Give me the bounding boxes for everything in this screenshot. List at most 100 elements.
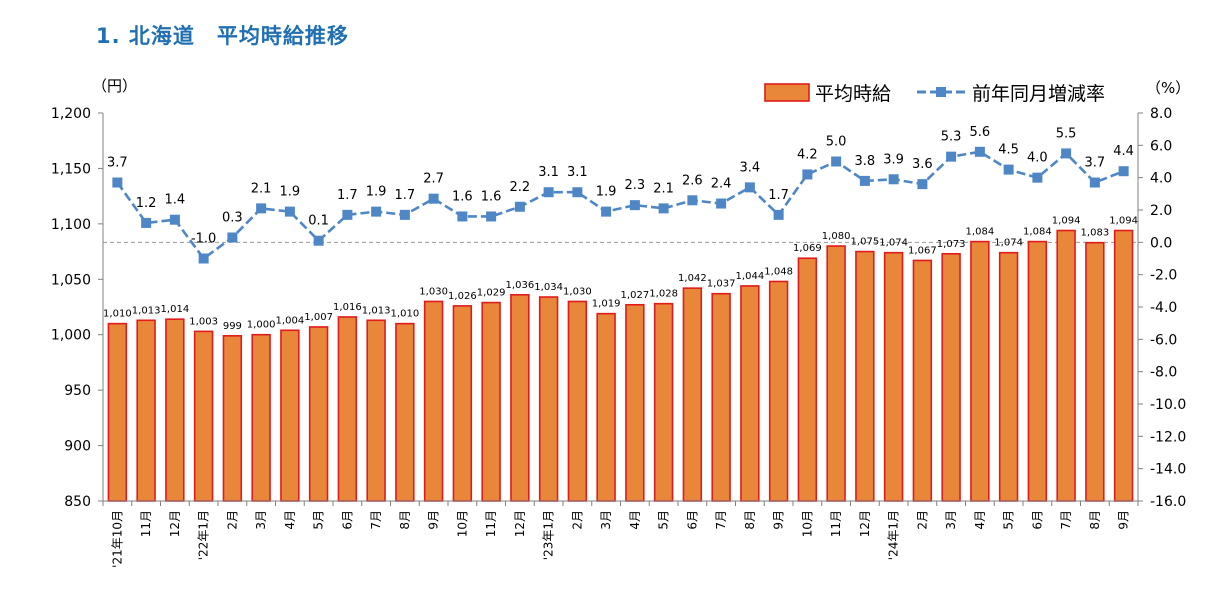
rate-label-9: 1.7 xyxy=(337,188,358,203)
right-tick-label: 2.0 xyxy=(1150,203,1172,219)
x-tick-label: 2月 xyxy=(570,510,584,530)
rate-label-5: 0.3 xyxy=(222,210,243,225)
x-tick-label: 9月 xyxy=(1117,510,1131,530)
bar-8 xyxy=(308,326,329,502)
rate-label-34: 5.5 xyxy=(1056,126,1077,141)
rate-label-15: 2.2 xyxy=(510,180,531,195)
bar-label-32: 1,074 xyxy=(994,238,1023,249)
bar-label-21: 1,042 xyxy=(678,273,707,284)
page-title: 1. 北海道 平均時給推移 xyxy=(96,24,349,48)
legend-bar-swatch xyxy=(764,83,810,102)
bar-label-30: 1,073 xyxy=(937,239,966,250)
left-tick-label: 1,200 xyxy=(51,106,91,122)
x-tick-label: 2月 xyxy=(225,510,239,530)
rate-label-28: 3.9 xyxy=(883,152,904,167)
bar-label-20: 1,028 xyxy=(649,289,678,300)
rate-point-26 xyxy=(831,156,842,167)
bar-label-2: 1,013 xyxy=(132,305,161,316)
bar-label-36: 1,094 xyxy=(1109,216,1138,227)
rate-label-12: 2.7 xyxy=(423,172,444,187)
bar-12 xyxy=(423,300,444,502)
x-tick-label: 6月 xyxy=(340,510,354,530)
bar-14 xyxy=(481,301,501,502)
bar-label-10: 1,013 xyxy=(362,305,391,316)
bar-11 xyxy=(395,322,415,502)
left-tick-label: 1,150 xyxy=(51,161,91,177)
bar-27 xyxy=(855,250,875,502)
left-tick-label: 1,100 xyxy=(51,217,91,233)
rate-label-33: 4.0 xyxy=(1027,151,1048,166)
bar-36 xyxy=(1113,229,1134,502)
bar-label-9: 1,016 xyxy=(333,302,362,313)
rate-label-35: 3.7 xyxy=(1085,156,1106,171)
rate-label-36: 4.4 xyxy=(1113,144,1134,159)
x-tick-label: 9月 xyxy=(427,510,441,530)
bar-28 xyxy=(883,251,904,502)
rate-label-13: 1.6 xyxy=(452,189,473,204)
bar-label-16: 1,034 xyxy=(534,282,563,293)
x-tick-label: 8月 xyxy=(743,510,757,530)
bar-17 xyxy=(567,300,588,502)
rate-point-19 xyxy=(629,200,640,211)
bar-10 xyxy=(366,319,386,502)
rate-point-17 xyxy=(572,187,583,198)
bar-23 xyxy=(740,285,760,502)
rate-point-25 xyxy=(802,169,813,180)
right-tick-label: -6.0 xyxy=(1150,332,1177,348)
x-tick-label: 7月 xyxy=(369,510,383,530)
x-tick-label: 3月 xyxy=(599,510,613,530)
rate-point-20 xyxy=(658,203,669,214)
left-tick-label: 1,050 xyxy=(51,272,91,288)
bar-label-18: 1,019 xyxy=(592,299,621,310)
bar-label-6: 1,000 xyxy=(247,320,276,331)
bar-5 xyxy=(222,335,243,502)
bar-label-35: 1,083 xyxy=(1081,228,1110,239)
rate-point-32 xyxy=(1003,164,1014,175)
bar-label-17: 1,030 xyxy=(563,286,592,297)
bar-label-14: 1,029 xyxy=(477,288,506,299)
bar-label-11: 1,010 xyxy=(391,309,420,320)
x-tick-label: 6月 xyxy=(1030,510,1044,530)
rate-point-3 xyxy=(169,214,180,225)
rate-point-4 xyxy=(198,253,209,264)
bar-4 xyxy=(193,330,214,502)
x-tick-label: '21年10月 xyxy=(110,510,124,568)
bar-label-13: 1,026 xyxy=(448,291,477,302)
rate-label-31: 5.6 xyxy=(970,125,991,140)
x-tick-label: 3月 xyxy=(254,510,268,530)
rate-point-36 xyxy=(1118,166,1129,177)
rate-point-28 xyxy=(888,174,899,185)
bar-7 xyxy=(280,329,300,502)
bar-label-26: 1,080 xyxy=(822,231,851,242)
bar-1 xyxy=(107,322,128,502)
rate-label-4: -1.0 xyxy=(191,232,216,247)
bar-label-8: 1,007 xyxy=(304,312,333,323)
rate-point-24 xyxy=(773,209,784,220)
bar-26 xyxy=(826,245,846,502)
bar-label-34: 1,094 xyxy=(1052,216,1081,227)
x-tick-label: 12月 xyxy=(513,510,527,537)
bar-29 xyxy=(912,259,933,502)
bar-20 xyxy=(653,302,674,502)
rate-label-8: 0.1 xyxy=(308,214,329,229)
bar-2 xyxy=(136,319,156,502)
x-tick-label: 5月 xyxy=(1002,510,1016,530)
legend-bar-label: 平均時給 xyxy=(815,83,891,105)
rate-label-19: 2.3 xyxy=(625,178,646,193)
rate-label-30: 5.3 xyxy=(941,130,962,145)
x-tick-label: 4月 xyxy=(628,510,642,530)
rate-point-12 xyxy=(428,193,439,204)
x-tick-label: 3月 xyxy=(944,510,958,530)
bar-label-5: 999 xyxy=(223,321,242,332)
left-tick-label: 950 xyxy=(64,383,91,399)
bar-label-4: 1,003 xyxy=(189,316,218,327)
bar-18 xyxy=(596,312,616,502)
rate-label-25: 4.2 xyxy=(797,147,818,162)
rate-point-35 xyxy=(1089,177,1100,188)
x-tick-label: '23年1月 xyxy=(542,510,556,560)
x-tick-label: 11月 xyxy=(829,510,843,537)
right-tick-label: 4.0 xyxy=(1150,171,1172,187)
x-tick-label: 4月 xyxy=(973,510,987,530)
rate-point-2 xyxy=(141,217,152,228)
